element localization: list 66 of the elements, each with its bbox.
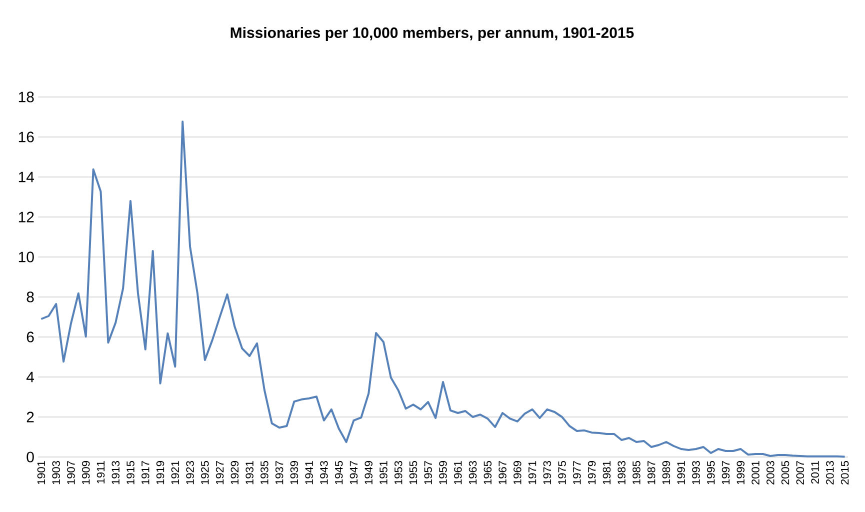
- y-tick-label: 4: [26, 372, 34, 382]
- x-tick-label: 1981: [602, 461, 611, 484]
- y-tick-label: 0: [26, 452, 34, 462]
- x-tick-label: 1927: [216, 461, 224, 484]
- x-tick-label: 1901: [37, 461, 46, 484]
- x-tick-label: 1965: [484, 461, 492, 484]
- x-tick-label: 1951: [380, 461, 388, 484]
- x-tick-label: 1941: [305, 461, 313, 484]
- x-tick-label: 1945: [334, 461, 343, 484]
- y-tick-label: 12: [18, 212, 34, 222]
- x-tick-label: 1929: [230, 461, 239, 484]
- x-tick-label: 1911: [96, 461, 105, 484]
- x-tick-label: 1957: [424, 461, 432, 484]
- x-tick-label: 1931: [246, 461, 254, 484]
- y-tick-label: 16: [18, 132, 34, 142]
- x-tick-label: 1947: [350, 461, 358, 484]
- x-tick-label: 1959: [439, 461, 447, 484]
- x-tick-label: 1903: [52, 461, 60, 484]
- x-tick-label: 1963: [468, 461, 477, 484]
- x-tick-label: 1979: [588, 461, 596, 484]
- y-tick-label: 8: [26, 292, 34, 302]
- x-tick-label: 1925: [201, 461, 209, 484]
- x-tick-label: 2003: [766, 461, 774, 484]
- x-tick-label: 2015: [840, 461, 849, 484]
- x-tick-label: 1975: [558, 461, 566, 484]
- x-tick-label: 1923: [186, 461, 194, 484]
- x-tick-label: 1921: [171, 461, 180, 484]
- x-tick-label: 1991: [677, 461, 685, 484]
- y-tick-label: 10: [18, 252, 34, 262]
- x-tick-label: 2007: [796, 461, 804, 484]
- x-tick-label: 1909: [82, 461, 90, 484]
- x-tick-label: 1985: [632, 461, 640, 484]
- x-tick-label: 1919: [156, 461, 164, 484]
- x-tick-label: 1913: [112, 461, 120, 484]
- x-tick-label: 1969: [514, 461, 522, 484]
- x-tick-label: 1907: [67, 461, 75, 484]
- x-tick-label: 1987: [647, 461, 656, 484]
- x-tick-label: 1973: [543, 461, 552, 484]
- x-tick-label: 1999: [736, 461, 745, 484]
- x-tick-label: 1955: [409, 461, 418, 484]
- x-tick-label: 1983: [618, 461, 626, 484]
- x-tick-label: 2001: [752, 461, 760, 484]
- x-tick-label: 2005: [781, 461, 790, 484]
- x-tick-label: 1935: [260, 461, 268, 484]
- x-tick-label: 1993: [692, 461, 700, 484]
- y-tick-label: 6: [26, 332, 34, 342]
- x-tick-label: 1949: [364, 461, 372, 484]
- x-tick-label: 1971: [528, 461, 536, 484]
- x-tick-label: 1953: [394, 461, 402, 484]
- y-tick-label: 14: [18, 172, 34, 182]
- x-tick-label: 1915: [126, 461, 134, 484]
- x-tick-label: 2011: [811, 461, 819, 484]
- x-tick-label: 1943: [320, 461, 328, 484]
- x-tick-label: 1937: [275, 461, 284, 484]
- x-tick-label: 1917: [142, 461, 150, 484]
- x-tick-label: 1977: [573, 461, 581, 484]
- x-tick-label: 1995: [706, 461, 715, 484]
- x-tick-label: 2013: [826, 461, 834, 484]
- y-tick-label: 2: [26, 412, 34, 422]
- x-tick-label: 1961: [454, 461, 462, 484]
- x-tick-label: 1967: [498, 461, 506, 484]
- y-tick-label: 18: [18, 92, 34, 102]
- chart-title: Missionaries per 10,000 members, per annum, 1901-2015: [230, 27, 634, 41]
- x-tick-label: 1997: [722, 461, 730, 484]
- x-tick-label: 1939: [290, 461, 298, 484]
- x-tick-label: 1989: [662, 461, 670, 484]
